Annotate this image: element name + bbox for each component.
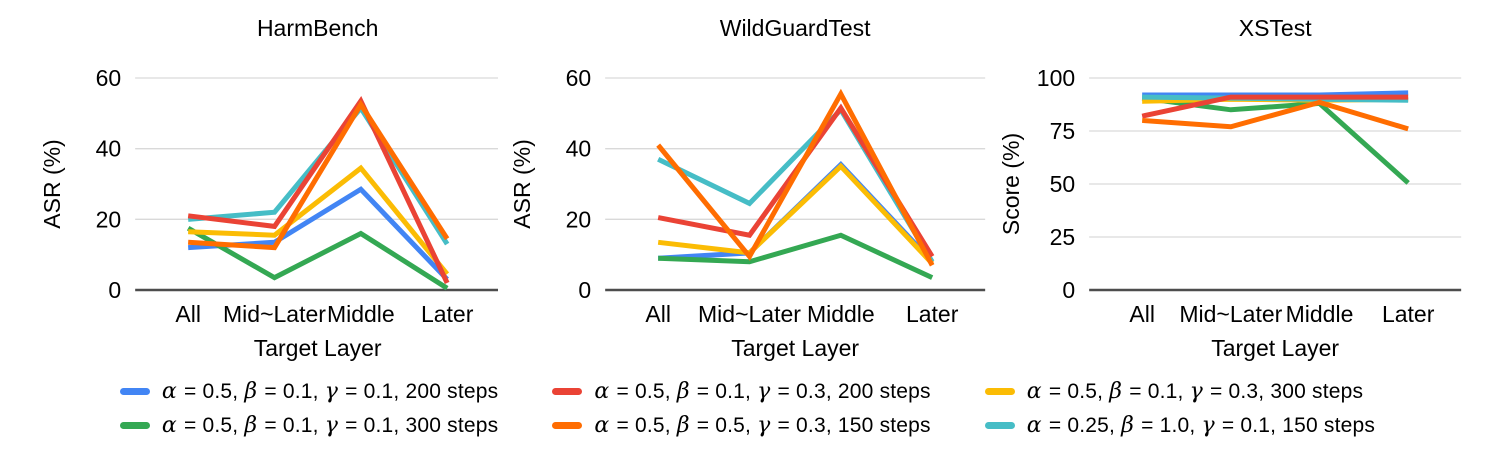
legend-label: α = 0.5, β = 0.1, γ = 0.3, 200 steps [594,379,931,404]
y-tick-label: 60 [566,65,592,91]
x-tick-label: Middle [327,301,395,327]
series-line-orange [1141,99,1409,132]
y-tick-label: 0 [579,277,592,303]
series-line-green [658,232,934,280]
x-tick-label: Mid~Later [698,301,801,327]
y-tick-label: 40 [566,136,592,162]
x-axis-label: Target Layer [732,335,860,361]
chart-harmbench: 0 20 40 60 HarmBench All Mid~Later Middle Later T… [0,0,499,372]
y-tick-label: 20 [96,206,122,232]
charts-row: 0 20 40 60 HarmBench All Mid~Later Middle Later T… [0,0,1495,372]
legend-label: α = 0.5, β = 0.5, γ = 0.3, 150 steps [594,413,931,438]
legend-item: α = 0.5, β = 0.1, γ = 0.1, 200 steps [119,378,499,405]
series-line-green [1141,95,1410,185]
series-line-yellow [658,162,935,266]
y-tick-label: 0 [108,277,121,303]
x-axis-label: Target Layer [254,335,382,361]
y-tick-label: 50 [1049,171,1075,197]
chart-title: HarmBench [257,15,378,41]
series-line-yellow [188,164,450,276]
y-axis-label: Score (%) [998,133,1024,235]
legend-column: α = 0.5, β = 0.1, γ = 0.3, 300 steps α =… [984,378,1376,439]
x-tick-label: Middle [807,301,875,327]
chart-title: XSTest [1238,15,1311,41]
legend-label: α = 0.5, β = 0.1, γ = 0.3, 300 steps [1026,379,1364,404]
series-line-red [187,95,450,285]
legend-column: α = 0.5, β = 0.1, γ = 0.3, 200 steps α =… [552,378,931,439]
chart-title: WildGuardTest [720,15,871,41]
x-tick-label: Later [906,301,959,327]
y-tick-label: 0 [1062,277,1075,303]
x-axis-label: Target Layer [1211,335,1339,361]
x-tick-label: Middle [1285,301,1353,327]
legend-label: α = 0.5, β = 0.1, γ = 0.1, 200 steps [161,379,499,404]
legend-swatch-orange-icon [552,422,583,429]
y-tick-label: 25 [1049,224,1075,250]
y-tick-label: 20 [566,206,592,232]
legend-swatch-red-icon [552,388,583,395]
x-tick-label: Mid~Later [223,301,326,327]
legend-item: α = 0.5, β = 0.5, γ = 0.3, 150 steps [552,412,931,439]
x-tick-label: All [646,301,672,327]
legend-swatch-teal-icon [984,422,1015,429]
legend-column: α = 0.5, β = 0.1, γ = 0.1, 200 steps α =… [119,378,499,439]
x-tick-label: Mid~Later [1179,301,1282,327]
chart-svg: 0 20 40 60 WildGuardTest All Mid~Later Middle La… [509,15,986,361]
y-tick-label: 75 [1049,118,1075,144]
y-tick-label: 40 [96,136,122,162]
legend-item: α = 0.5, β = 0.1, γ = 0.3, 300 steps [984,378,1375,405]
legend-item: α = 0.5, β = 0.1, γ = 0.1, 300 steps [119,412,499,439]
series-line-orange [656,88,935,267]
series-line-orange [188,99,450,251]
legend-label: α = 0.25, β = 1.0, γ = 0.1, 150 steps [1026,413,1376,438]
x-tick-label: Later [1382,301,1435,327]
legend-swatch-blue-icon [119,388,150,395]
legend-swatch-yellow-icon [984,388,1015,395]
y-tick-label: 100 [1036,65,1074,91]
x-tick-label: All [175,301,201,327]
y-axis-label: ASR (%) [39,139,65,228]
chart-svg: 0 20 40 60 HarmBench All Mid~Later Middle Later T… [39,15,499,361]
x-tick-label: Later [421,301,474,327]
chart-wildguardtest: 0 20 40 60 WildGuardTest All Mid~Later Middle La… [498,0,996,372]
series-line-red [1141,94,1408,119]
y-axis-label: ASR (%) [509,139,535,228]
chart-xstest: 0 25 50 75 100 XSTest All Mid~Later Middle Later T… [997,0,1495,372]
legend-swatch-green-icon [119,422,150,429]
series-line-green [186,225,449,291]
legend-item: α = 0.25, β = 1.0, γ = 0.1, 150 steps [984,412,1376,439]
legend: α = 0.5, β = 0.1, γ = 0.1, 200 steps α =… [0,372,1495,439]
legend-label: α = 0.5, β = 0.1, γ = 0.1, 300 steps [161,413,499,438]
legend-item: α = 0.5, β = 0.1, γ = 0.3, 200 steps [552,378,931,405]
series-line-red [658,103,935,258]
chart-svg: 0 25 50 75 100 XSTest All Mid~Later Middle Later T… [998,15,1461,361]
x-tick-label: All [1129,301,1155,327]
y-tick-label: 60 [96,65,122,91]
